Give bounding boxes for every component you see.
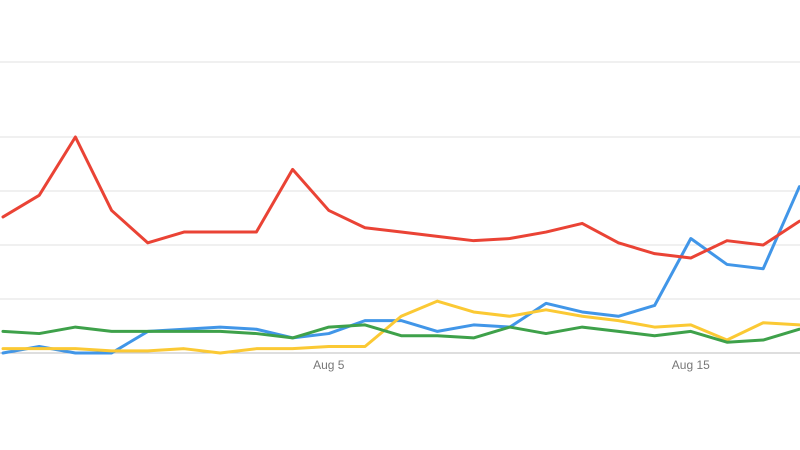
x-tick-label: Aug 15 [672,358,710,372]
series-line [1,299,800,355]
series-line [1,185,800,355]
series-line [1,135,800,260]
x-tick-label: Aug 5 [313,358,345,372]
series-line [1,323,800,344]
